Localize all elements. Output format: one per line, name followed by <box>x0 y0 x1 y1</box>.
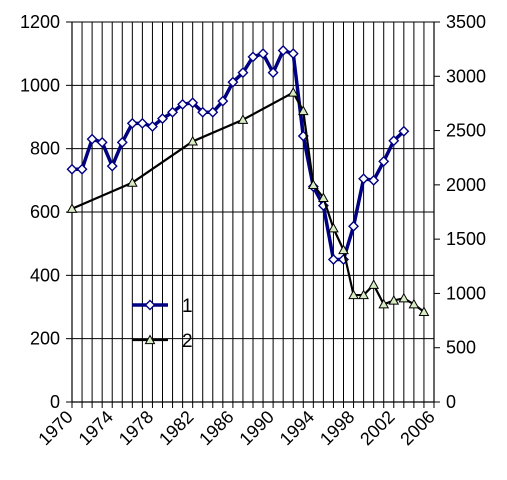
data-point <box>398 292 410 303</box>
y-right-tick-label: 3500 <box>446 12 486 32</box>
y-left-tick-label: 400 <box>30 265 60 285</box>
data-point <box>144 334 156 345</box>
y-left-tick-label: 800 <box>30 139 60 159</box>
data-point <box>257 48 269 60</box>
data-point <box>327 254 339 265</box>
data-point <box>388 135 400 147</box>
data-point <box>338 244 349 255</box>
x-tick-label: 1978 <box>115 407 157 449</box>
data-point <box>66 203 78 213</box>
data-point <box>267 67 279 79</box>
x-tick-label: 1974 <box>75 407 117 449</box>
data-point <box>217 95 229 107</box>
y-left-tick-label: 0 <box>50 392 60 412</box>
data-point <box>136 117 148 129</box>
data-point <box>106 160 118 172</box>
data-point <box>126 177 138 187</box>
data-point <box>237 114 249 124</box>
data-point <box>358 173 370 185</box>
data-point <box>76 163 88 175</box>
data-point <box>126 117 138 129</box>
data-point <box>277 45 289 56</box>
data-point <box>408 298 420 309</box>
legend-label: 2 <box>182 331 193 352</box>
data-point <box>177 98 189 110</box>
data-point <box>358 289 369 300</box>
y-right-tick-label: 3000 <box>446 66 486 86</box>
data-point <box>378 298 390 309</box>
y-right-tick-label: 0 <box>446 392 456 412</box>
legend-entry-1: 1 <box>132 296 193 317</box>
series-lines <box>66 45 430 316</box>
series-line-1 <box>72 48 406 262</box>
y-right-tick-label: 500 <box>446 338 476 358</box>
data-point <box>318 192 329 202</box>
legend: 12 <box>132 296 193 352</box>
y-right-tick-label: 1000 <box>446 283 486 303</box>
x-tick-label: 2006 <box>396 407 438 449</box>
data-point <box>146 121 158 132</box>
data-point <box>237 67 249 79</box>
data-point <box>96 136 108 148</box>
x-tick-label: 2002 <box>356 407 398 449</box>
y-right-tick-label: 2500 <box>446 121 486 141</box>
data-point <box>86 133 98 145</box>
data-point <box>287 87 299 97</box>
data-point <box>187 97 199 109</box>
gridlines <box>72 21 434 402</box>
data-point <box>348 220 360 232</box>
x-tick-label: 1998 <box>316 407 358 449</box>
data-point <box>287 48 299 60</box>
series-1 <box>66 45 410 265</box>
data-point <box>227 76 239 88</box>
data-point <box>207 106 219 118</box>
data-point <box>66 163 78 175</box>
x-tick-label: 1994 <box>276 407 318 449</box>
data-point <box>116 136 128 148</box>
x-tick-label: 1970 <box>34 407 76 449</box>
y-right-tick-label: 1500 <box>446 229 486 249</box>
data-point <box>398 125 410 137</box>
data-point <box>197 106 209 118</box>
data-point <box>368 174 380 186</box>
legend-label: 1 <box>182 296 193 317</box>
data-point <box>388 294 400 305</box>
data-point <box>368 279 380 289</box>
data-point <box>187 135 199 146</box>
data-point <box>307 179 319 189</box>
y-left-tick-label: 1000 <box>20 75 60 95</box>
y-right-tick-label: 2000 <box>446 175 486 195</box>
y-left-tick-label: 600 <box>30 202 60 222</box>
y-left-tick-label: 200 <box>30 329 60 349</box>
data-point <box>378 155 390 167</box>
data-point <box>348 289 359 300</box>
x-tick-label: 1982 <box>155 407 197 449</box>
legend-entry-2: 2 <box>132 331 193 352</box>
data-point <box>418 306 430 316</box>
data-point <box>157 113 168 125</box>
x-tick-label: 1986 <box>195 407 237 449</box>
series-2 <box>66 87 430 316</box>
y-left-tick-label: 1200 <box>20 12 60 32</box>
data-point <box>247 51 259 63</box>
data-point <box>167 106 179 118</box>
data-point <box>297 105 309 116</box>
data-point <box>328 222 339 233</box>
x-tick-label: 1990 <box>235 407 277 449</box>
data-point <box>144 299 156 311</box>
